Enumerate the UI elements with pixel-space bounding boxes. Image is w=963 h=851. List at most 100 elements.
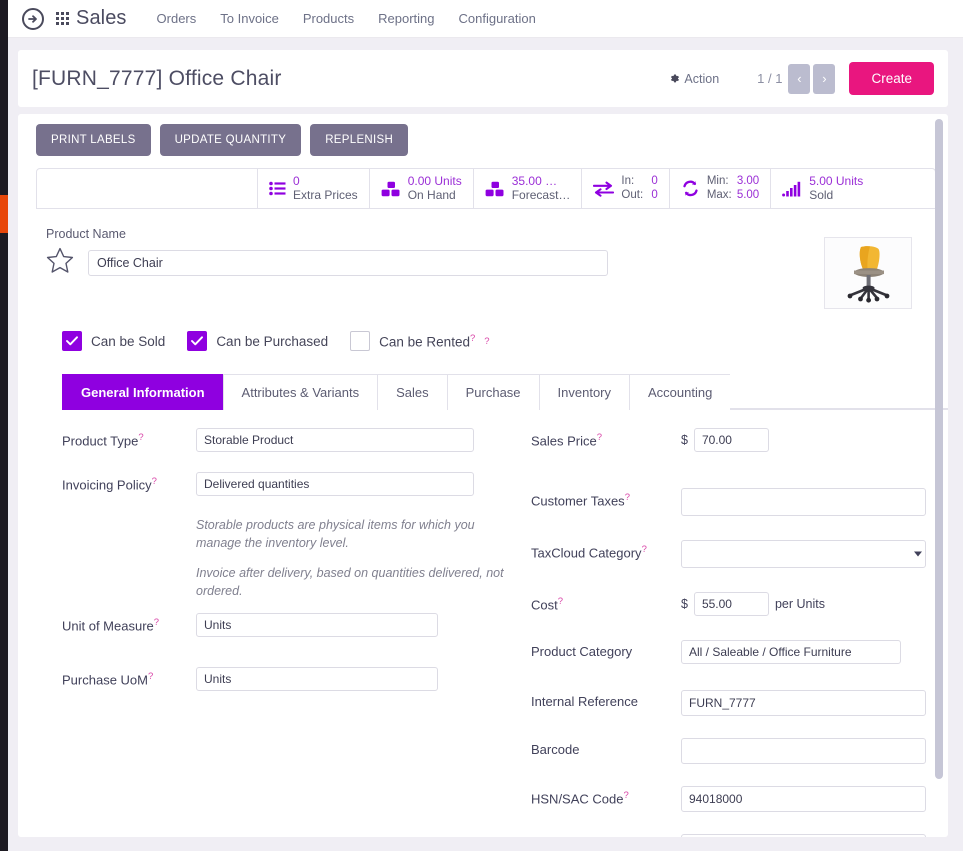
checkbox-label: Can be Sold <box>91 333 166 349</box>
field-sales-price: Sales Price? $ <box>531 428 926 452</box>
tab-inventory[interactable]: Inventory <box>538 374 630 410</box>
stat-button-in-out[interactable]: In: 0 Out: 0 <box>582 169 670 208</box>
field-control <box>196 472 517 496</box>
arrow-circle-right-icon[interactable] <box>22 7 44 30</box>
replenish-button[interactable]: REPLENISH <box>310 124 409 156</box>
field-hsn-sac-code: HSN/SAC Code? <box>531 786 926 812</box>
stat-value: 0.00 Units <box>407 174 462 189</box>
stat-button-on-hand[interactable]: 0.00 Units On Hand <box>370 169 474 208</box>
field-control <box>681 640 926 664</box>
currency-symbol: $ <box>681 597 688 611</box>
field-control <box>196 428 517 452</box>
product-type-input[interactable] <box>196 428 474 452</box>
hsn-sac-description-input[interactable] <box>681 834 926 837</box>
help-icon[interactable]: ? <box>153 616 160 628</box>
checkbox-box[interactable] <box>350 331 371 351</box>
stat-button-min-max[interactable]: Min: 3.00 Max: 5.00 <box>670 169 772 208</box>
chevron-left-icon[interactable]: ‹ <box>788 63 811 94</box>
field-unit-of-measure: Unit of Measure? <box>62 612 517 637</box>
help-icon[interactable]: ? <box>484 335 490 347</box>
taxcloud-category-input[interactable] <box>681 540 926 568</box>
field-control: $ <box>681 428 926 452</box>
field-barcode: Barcode <box>531 738 926 764</box>
nav-item-configuration[interactable]: Configuration <box>458 10 536 26</box>
form-column-left: Product Type? Invoicing Policy? Storable… <box>62 428 517 837</box>
product-image[interactable] <box>824 237 912 309</box>
action-menu-button[interactable]: Action <box>669 72 719 86</box>
barcode-input[interactable] <box>681 738 926 764</box>
cost-input[interactable] <box>693 592 769 616</box>
checkbox-box[interactable] <box>187 331 208 351</box>
star-icon[interactable] <box>46 247 74 279</box>
help-icon[interactable]: ? <box>624 492 630 503</box>
tab-purchase[interactable]: Purchase <box>446 374 539 410</box>
field-label: Product Category <box>531 644 633 659</box>
control-panel-actions: Action 1 / 1 ‹ › Create <box>669 62 934 95</box>
nav-item-products[interactable]: Products <box>302 10 355 26</box>
field-control <box>681 738 926 764</box>
field-label: Product Type? <box>62 432 144 449</box>
check-icon <box>191 336 204 346</box>
stat-button-text: 35.00 … Forecast… <box>512 174 571 202</box>
help-icon[interactable]: ? <box>557 596 564 607</box>
stat-button-sold[interactable]: 5.00 Units Sold <box>771 169 874 208</box>
field-invoicing-policy: Invoicing Policy? <box>62 472 517 496</box>
invoicing-policy-input[interactable] <box>196 472 474 496</box>
checkbox-can-be-sold[interactable]: Can be Sold <box>62 331 165 351</box>
stat-value: 0 <box>651 175 658 188</box>
stat-button-text: 5.00 Units Sold <box>809 174 864 202</box>
unit-of-measure-input[interactable] <box>196 612 438 637</box>
help-icon[interactable]: ? <box>596 432 603 443</box>
nav-item-reporting[interactable]: Reporting <box>378 10 435 26</box>
stat-label: Extra Prices <box>293 187 358 202</box>
customer-taxes-input[interactable] <box>681 488 926 516</box>
help-icon[interactable]: ? <box>147 670 154 682</box>
update-quantity-button[interactable]: UPDATE QUANTITY <box>159 124 302 156</box>
navbar-menu: Orders To Invoice Products Reporting Con… <box>145 0 548 38</box>
vertical-scrollbar-thumb[interactable] <box>935 119 943 779</box>
checkbox-can-be-rented[interactable]: Can be Rented? ? <box>350 331 490 351</box>
nav-item-to-invoice[interactable]: To Invoice <box>220 10 279 26</box>
help-icon[interactable]: ? <box>641 544 647 555</box>
stat-row-out: Out: 0 <box>621 189 657 202</box>
product-category-input[interactable] <box>681 640 901 664</box>
product-name-input[interactable] <box>88 250 608 276</box>
control-panel: [FURN_7777] Office Chair Action 1 / 1 ‹ … <box>18 50 948 107</box>
chevron-right-icon[interactable]: › <box>813 63 836 94</box>
app-brand-name[interactable]: Sales <box>76 7 127 29</box>
stat-row-in: In: 0 <box>621 175 657 188</box>
stat-button-forecasted[interactable]: 35.00 … Forecast… <box>474 169 583 208</box>
purchase-uom-input[interactable] <box>196 666 438 691</box>
tab-general-information[interactable]: General Information <box>62 374 223 410</box>
help-icon[interactable]: ? <box>138 432 144 443</box>
tab-sales[interactable]: Sales <box>377 374 447 410</box>
sales-price-input[interactable] <box>693 428 769 452</box>
checkbox-can-be-purchased[interactable]: Can be Purchased <box>187 331 328 351</box>
field-purchase-uom: Purchase UoM? <box>62 666 517 691</box>
tab-attributes-variants[interactable]: Attributes & Variants <box>222 374 378 410</box>
action-menu-label: Action <box>684 71 720 86</box>
field-control <box>681 690 926 716</box>
print-labels-button[interactable]: PRINT LABELS <box>36 124 151 156</box>
create-button[interactable]: Create <box>849 62 934 95</box>
stat-button-extra-prices[interactable]: 0 Extra Prices <box>258 169 370 208</box>
field-control <box>681 488 926 516</box>
help-icon[interactable]: ? <box>469 332 476 344</box>
help-icon[interactable]: ? <box>151 476 157 487</box>
cost-uom-suffix: per Units <box>774 597 825 611</box>
stat-value: 5.00 Units <box>809 174 864 189</box>
hsn-sac-code-input[interactable] <box>681 786 926 812</box>
help-icon[interactable]: ? <box>623 790 629 801</box>
field-control: $ per Units <box>681 592 926 616</box>
nav-item-orders[interactable]: Orders <box>156 10 197 26</box>
list-icon <box>269 181 286 196</box>
internal-reference-input[interactable] <box>681 690 926 716</box>
vertical-scrollbar-track[interactable] <box>935 116 946 835</box>
checkbox-box[interactable] <box>62 331 82 351</box>
stat-value: 5.00 <box>736 188 760 201</box>
stat-button-text: 0 Extra Prices <box>293 174 358 202</box>
bar-chart-icon <box>782 181 802 197</box>
tab-accounting[interactable]: Accounting <box>629 374 731 410</box>
apps-grid-icon[interactable] <box>56 12 69 25</box>
top-navbar: Sales Orders To Invoice Products Reporti… <box>8 0 963 38</box>
